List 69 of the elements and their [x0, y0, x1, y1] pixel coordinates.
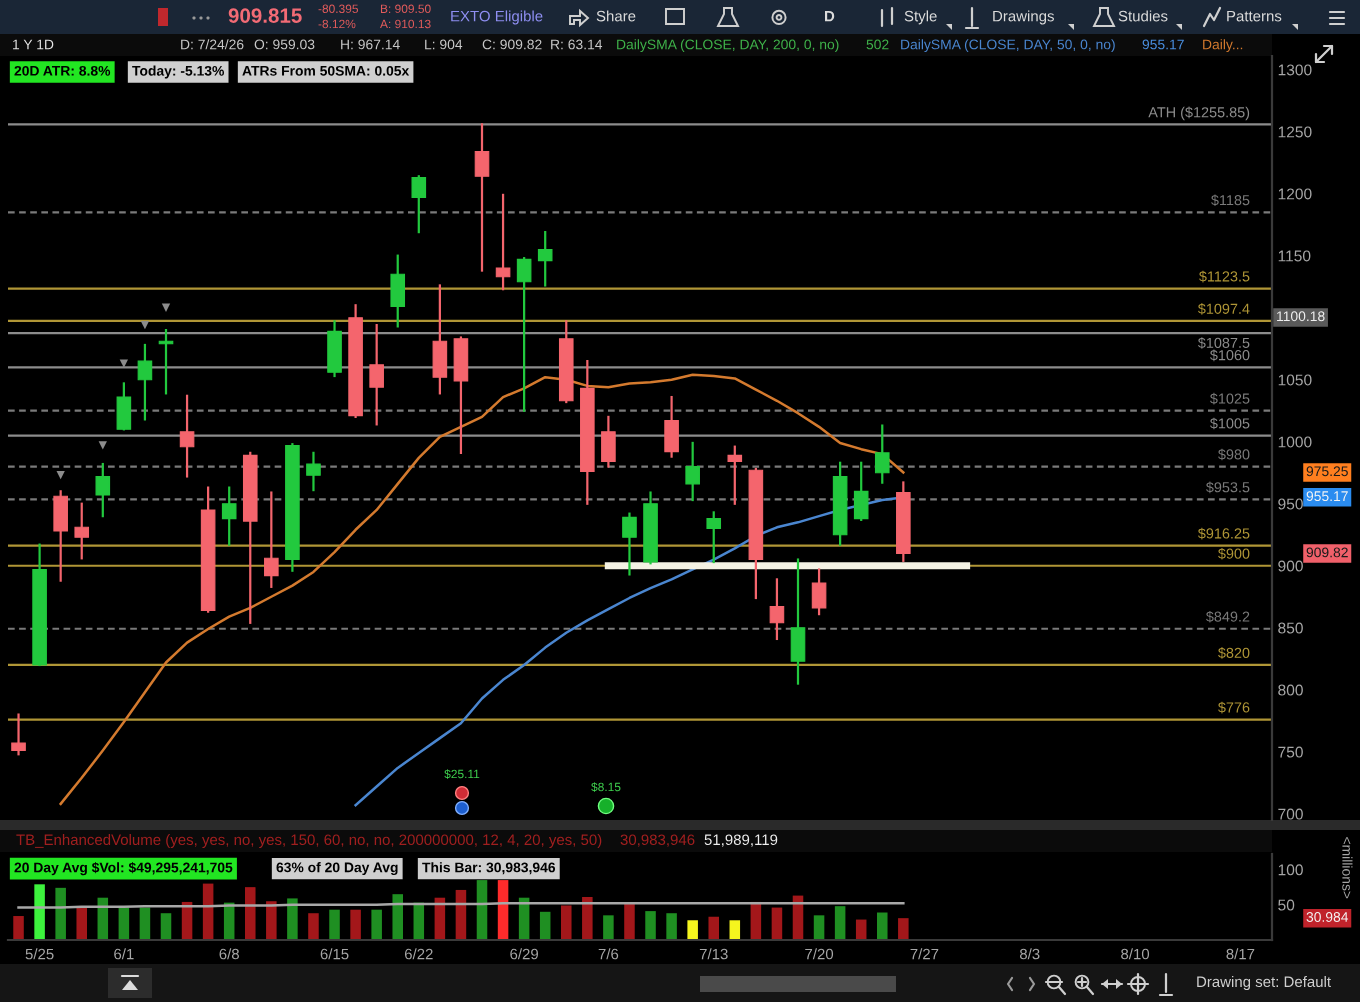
candlestick: [727, 445, 743, 505]
bar: [139, 907, 151, 940]
bar: [76, 906, 87, 940]
candlestick: [369, 324, 384, 426]
bar: [13, 916, 24, 940]
candlestick: [516, 257, 532, 412]
candlestick: [137, 343, 153, 421]
bar: [582, 897, 593, 940]
candlestick: [790, 558, 806, 685]
candlestick: [769, 578, 785, 641]
candlestick: [74, 502, 90, 560]
candlestick: [432, 284, 448, 395]
candlestick: [95, 462, 111, 518]
bar: [160, 913, 172, 940]
candlestick: [306, 451, 321, 492]
candlestick: [221, 486, 237, 546]
bar: [118, 907, 130, 940]
candlestick: [706, 511, 722, 564]
candlestick: [390, 254, 406, 328]
point: [56, 471, 65, 480]
candlestick: [664, 395, 679, 458]
bar: [898, 918, 909, 940]
bar: [603, 915, 614, 940]
bar: [729, 920, 741, 940]
candlestick: [601, 415, 616, 468]
bar: [561, 905, 572, 940]
candlestick: [264, 491, 279, 588]
bar: [813, 915, 825, 940]
candlestick: [685, 441, 700, 502]
candlestick: [411, 175, 427, 234]
candlestick: [811, 568, 827, 616]
bar: [371, 909, 382, 940]
line-series: [59, 373, 905, 806]
candlestick: [537, 231, 553, 287]
bar: [687, 920, 698, 940]
bar: [34, 884, 45, 940]
bar: [308, 913, 319, 940]
bar: [708, 916, 719, 940]
bar: [645, 911, 656, 940]
candlestick: [622, 512, 637, 576]
bar: [539, 911, 551, 940]
candlestick: [116, 382, 132, 431]
candlestick: [453, 336, 469, 454]
candlestick: [853, 461, 869, 521]
candlestick: [11, 713, 26, 756]
bar: [877, 912, 888, 940]
bar: [329, 909, 340, 940]
bar: [476, 880, 488, 940]
bar: [350, 909, 361, 940]
bar: [245, 887, 256, 940]
bar: [55, 887, 66, 940]
candlestick: [53, 490, 68, 582]
bar: [287, 898, 298, 940]
bar: [834, 906, 846, 940]
point: [161, 303, 171, 312]
candlestick: [874, 424, 890, 484]
candlestick: [179, 394, 195, 478]
bar: [266, 901, 277, 940]
bar: [392, 894, 403, 940]
bar: [624, 904, 635, 940]
candlestick: [474, 123, 490, 272]
bar: [666, 913, 677, 940]
point: [98, 441, 107, 450]
point: [140, 320, 150, 330]
candlestick: [495, 193, 511, 291]
candlestick: [327, 320, 342, 378]
bar: [771, 907, 783, 940]
point: [119, 359, 129, 368]
text: 909.815: [228, 8, 302, 23]
